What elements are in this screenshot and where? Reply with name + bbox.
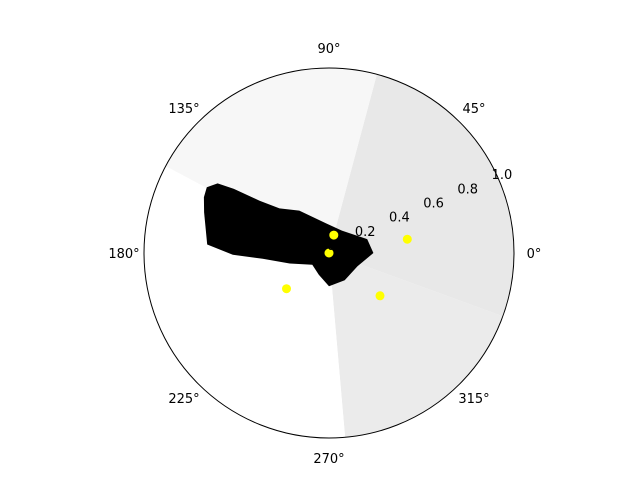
theta-tick-label: 135° bbox=[168, 102, 199, 117]
theta-tick-label: 0° bbox=[527, 247, 542, 262]
theta-tick-label: 45° bbox=[462, 102, 485, 117]
filled-region-layer bbox=[203, 183, 374, 287]
r-tick-label: 0.2 bbox=[355, 225, 376, 240]
r-tick-label: 1.0 bbox=[492, 168, 513, 183]
data-point bbox=[375, 291, 385, 301]
theta-tick-label: 315° bbox=[458, 392, 489, 407]
background-sector-3 bbox=[144, 122, 354, 438]
theta-tick-label: 90° bbox=[317, 42, 340, 57]
data-point bbox=[402, 234, 412, 244]
data-point bbox=[282, 284, 291, 294]
data-point bbox=[329, 230, 339, 240]
r-tick-label: 0.8 bbox=[457, 182, 478, 197]
background-sector-2 bbox=[144, 68, 401, 253]
r-tick-labels: 0 0.2 0.4 0.6 0.8 1.0 bbox=[327, 168, 512, 254]
filled-region bbox=[203, 183, 374, 287]
polar-axis-frame bbox=[143, 67, 515, 439]
theta-tick-labels: 0° 45° 90° 135° 180° 225° 270° 315° bbox=[108, 42, 541, 467]
theta-tick-label: 180° bbox=[108, 247, 139, 262]
theta-tick-label: 270° bbox=[313, 452, 344, 467]
r-tick-label: 0 bbox=[327, 239, 335, 254]
data-point bbox=[324, 248, 334, 258]
r-tick-label: 0.6 bbox=[423, 197, 444, 212]
scatter-points bbox=[282, 230, 412, 301]
r-tick-label: 0.4 bbox=[389, 211, 410, 226]
theta-tick-label: 225° bbox=[168, 392, 199, 407]
